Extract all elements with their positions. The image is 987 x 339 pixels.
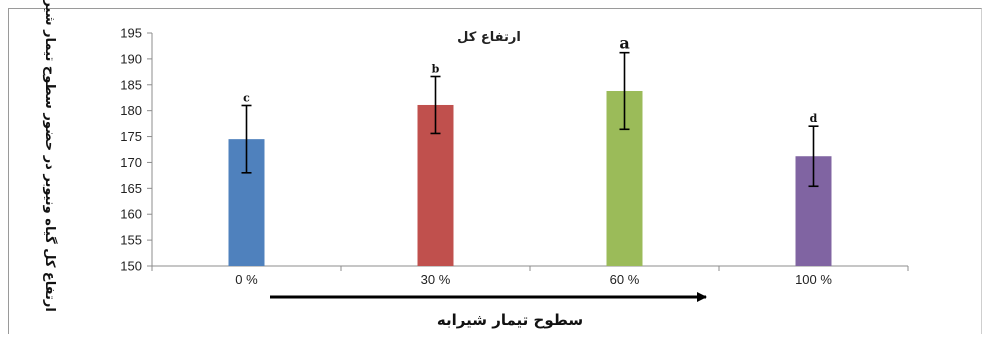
significance-label: c	[243, 91, 250, 104]
y-tick-label: 160	[120, 207, 142, 222]
y-tick-label: 190	[120, 51, 142, 66]
x-tick-label: 30 %	[421, 272, 451, 287]
x-tick-label: 60 %	[610, 272, 640, 287]
y-axis-label: ارتفاع کل گیاه ونیوبر در حضور سطوح تیمار…	[42, 0, 58, 312]
chart-title: ارتفاع کل	[457, 30, 521, 45]
chart-frame	[8, 8, 982, 334]
y-tick-label: 150	[120, 259, 142, 274]
labels-group: 150 155 160 165 170 175 180 185 190 195 c 0 % b 30 % a…	[120, 26, 832, 288]
y-tick-label: 165	[120, 181, 142, 196]
x-axis-label: سطوح تیمار شیرابه	[437, 311, 583, 329]
y-tick-label: 185	[120, 77, 142, 92]
bars-group	[228, 51, 832, 267]
significance-label: a	[619, 34, 629, 53]
y-tick-label: 155	[120, 233, 142, 248]
y-tick-label: 170	[120, 155, 142, 170]
y-tick-label: 180	[120, 103, 142, 118]
y-tick-label: 195	[120, 26, 142, 41]
significance-label: b	[432, 62, 440, 75]
axes	[147, 32, 909, 271]
x-tick-label: 0 %	[235, 272, 258, 287]
y-tick-label: 175	[120, 129, 142, 144]
significance-label: d	[810, 112, 818, 125]
x-tick-label: 100 %	[795, 272, 832, 287]
